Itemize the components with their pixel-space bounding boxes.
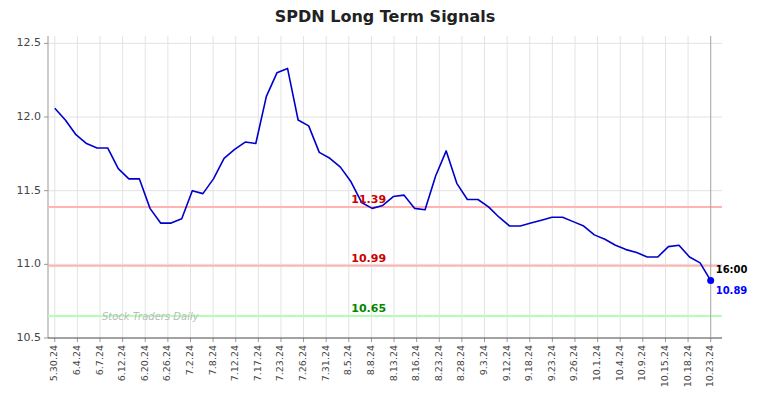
x-grid-line	[529, 36, 530, 338]
x-tick-label: 8.23.24	[433, 345, 444, 381]
watermark: Stock Traders Daily	[102, 311, 200, 322]
end-vertical-line	[710, 36, 711, 338]
x-tick-label: 7.12.24	[229, 345, 240, 381]
y-tick-label: 12.5	[17, 36, 42, 49]
x-tick-label: 10.23.24	[704, 345, 715, 387]
x-tick-label: 6.12.24	[116, 345, 127, 381]
x-tick-label: 7.26.24	[297, 345, 308, 381]
x-tick-label: 9.12.24	[501, 345, 512, 381]
x-tick-label: 5.30.24	[48, 345, 59, 381]
price-line	[55, 68, 711, 280]
x-tick-label: 6.7.24	[94, 345, 105, 375]
y-tick	[44, 190, 48, 191]
x-tick-label: 8.5.24	[342, 345, 353, 375]
x-grid-line	[167, 36, 168, 338]
y-tick-label: 11.5	[17, 184, 42, 197]
y-grid-line	[48, 338, 722, 339]
x-tick-label: 9.23.24	[546, 345, 557, 381]
x-grid-line	[620, 36, 621, 338]
x-grid-line	[190, 36, 191, 338]
x-tick-label: 7.17.24	[252, 345, 263, 381]
x-grid-line	[597, 36, 598, 338]
y-axis-line	[48, 36, 49, 338]
x-tick-label: 10.15.24	[659, 345, 670, 387]
plot-area	[48, 36, 722, 338]
x-grid-line	[100, 36, 101, 338]
x-grid-line	[235, 36, 236, 338]
y-grid-line	[48, 190, 722, 191]
x-grid-line	[665, 36, 666, 338]
x-grid-line	[574, 36, 575, 338]
x-grid-line	[371, 36, 372, 338]
x-grid-line	[258, 36, 259, 338]
x-grid-line	[416, 36, 417, 338]
x-grid-line	[145, 36, 146, 338]
x-tick-label: 8.8.24	[365, 345, 376, 375]
x-tick-label: 7.23.24	[274, 345, 285, 381]
x-tick-label: 6.26.24	[161, 345, 172, 381]
y-tick-label: 10.5	[17, 331, 42, 344]
x-tick-label: 10.4.24	[614, 345, 625, 381]
reference-line	[48, 265, 722, 267]
x-grid-line	[122, 36, 123, 338]
x-tick-label: 10.18.24	[682, 345, 693, 387]
x-grid-line	[642, 36, 643, 338]
x-tick-label: 7.8.24	[207, 345, 218, 375]
x-grid-line	[461, 36, 462, 338]
x-grid-line	[77, 36, 78, 338]
end-time-label: 16:00	[716, 264, 748, 275]
x-grid-line	[54, 36, 55, 338]
x-grid-line	[280, 36, 281, 338]
x-axis-line	[48, 337, 722, 338]
reference-line-label: 11.39	[351, 193, 386, 206]
chart: SPDN Long Term Signals 10.5 11.0 11.5 12.0 12…	[0, 0, 784, 398]
x-grid-line	[552, 36, 553, 338]
end-point	[707, 277, 714, 284]
y-grid-line	[48, 117, 722, 118]
y-tick	[44, 338, 48, 339]
x-grid-line	[484, 36, 485, 338]
x-grid-line	[213, 36, 214, 338]
x-grid-line	[303, 36, 304, 338]
reference-line-label: 10.65	[351, 302, 386, 315]
x-tick-label: 7.2.24	[184, 345, 195, 375]
x-tick-label: 8.13.24	[388, 345, 399, 381]
reference-line-label: 10.99	[351, 252, 386, 265]
x-grid-line	[507, 36, 508, 338]
x-grid-line	[710, 36, 711, 338]
x-tick-label: 9.3.24	[478, 345, 489, 375]
x-tick-label: 6.20.24	[139, 345, 150, 381]
x-tick-label: 6.4.24	[71, 345, 82, 375]
x-tick-label: 8.16.24	[410, 345, 421, 381]
y-tick	[44, 264, 48, 265]
y-tick-label: 12.0	[17, 110, 42, 123]
y-tick	[44, 43, 48, 44]
x-tick-label: 9.26.24	[568, 345, 579, 381]
x-grid-line	[394, 36, 395, 338]
x-grid-line	[688, 36, 689, 338]
grid	[48, 36, 722, 338]
y-grid-line	[48, 43, 722, 44]
title: SPDN Long Term Signals	[275, 7, 496, 26]
x-grid-line	[348, 36, 349, 338]
x-grid-line	[439, 36, 440, 338]
x-tick-label: 8.28.24	[455, 345, 466, 381]
y-tick-label: 11.0	[17, 257, 42, 270]
y-tick	[44, 117, 48, 118]
x-grid-line	[326, 36, 327, 338]
end-price-label: 10.89	[716, 285, 748, 296]
x-tick-label: 9.18.24	[523, 345, 534, 381]
x-tick-label: 10.1.24	[591, 345, 602, 381]
x-tick-label: 7.31.24	[320, 345, 331, 381]
x-tick-label: 10.9.24	[636, 345, 647, 381]
